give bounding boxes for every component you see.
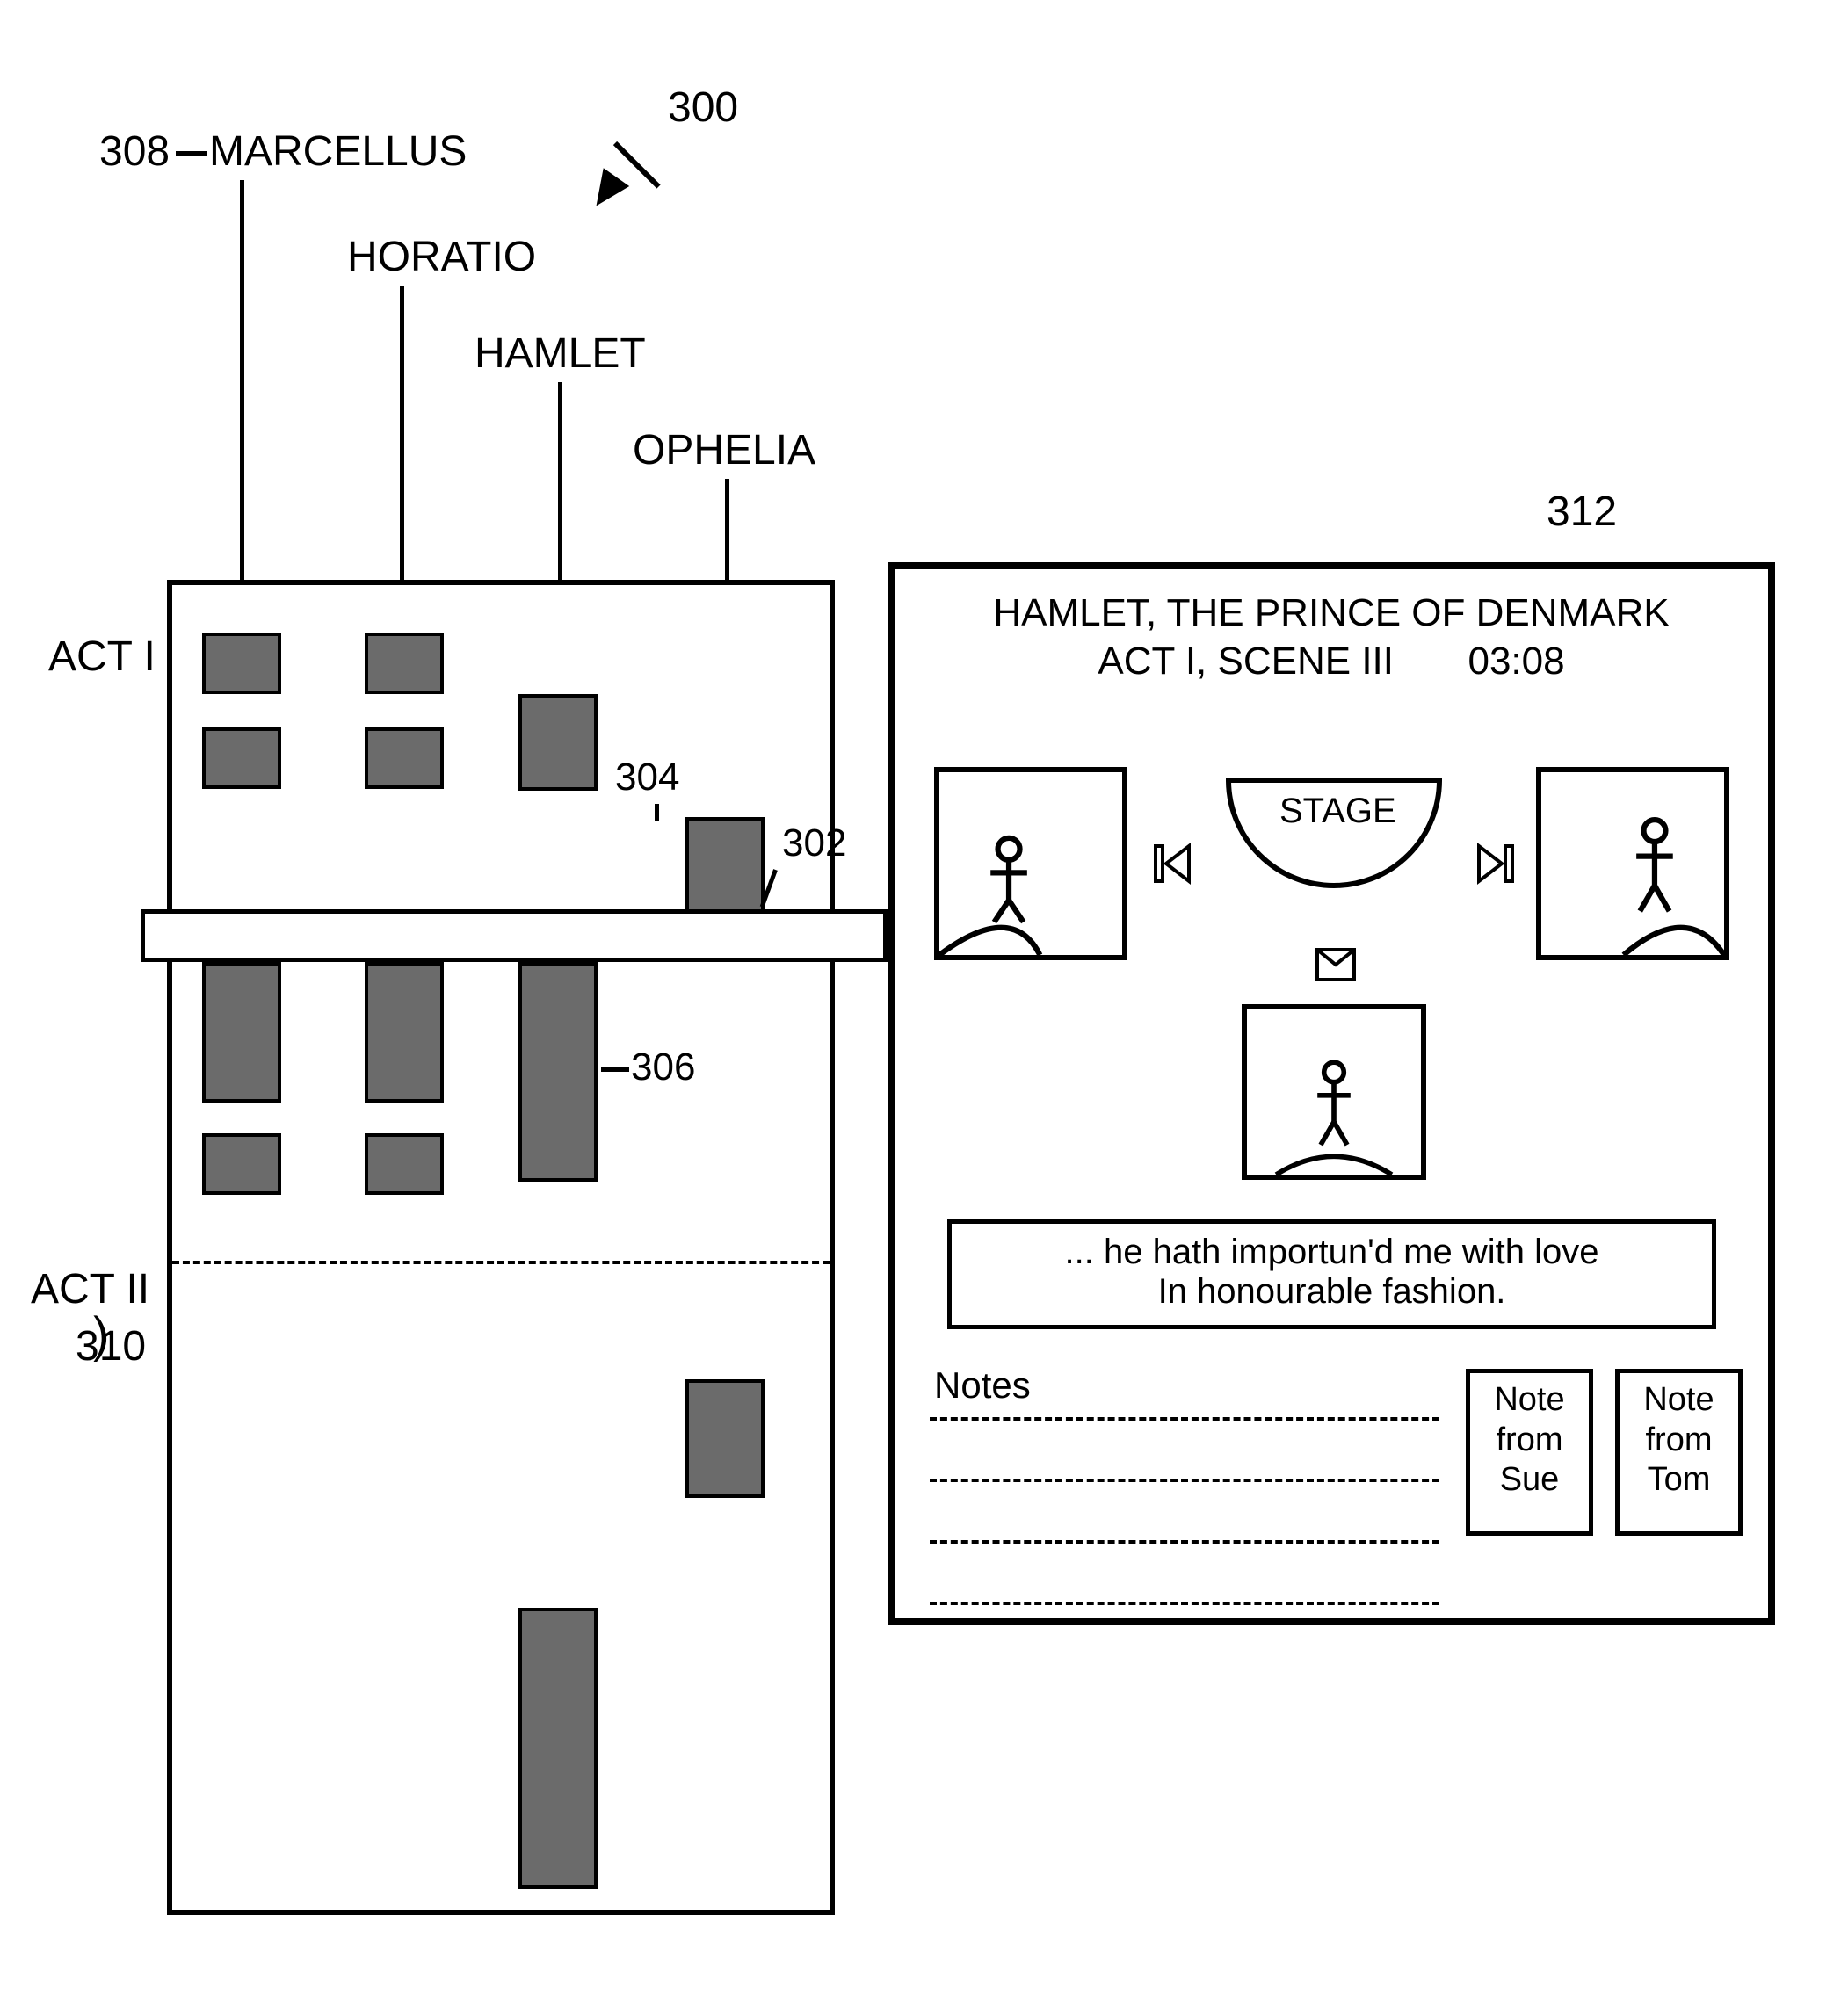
character-label-4: OPHELIA (633, 426, 815, 474)
panel-title-line1: HAMLET, THE PRINCE OF DENMARK (895, 591, 1768, 635)
ref-304-leader (655, 804, 659, 821)
stage-label: STAGE (1279, 792, 1396, 831)
character-label-3: HAMLET (475, 329, 646, 378)
character-label-2: HORATIO (347, 233, 536, 281)
clip-block[interactable] (202, 1133, 281, 1195)
act-divider (172, 1261, 830, 1264)
stage-icon (1220, 771, 1448, 894)
clip-block[interactable] (685, 1379, 765, 1498)
clip-block[interactable] (518, 1608, 598, 1889)
act-2-label: ACT II (31, 1265, 149, 1313)
video-frame-left[interactable] (934, 767, 1127, 960)
leader-c1 (240, 180, 244, 580)
panel-timecode: 03:08 (1468, 640, 1564, 683)
message-icon[interactable] (1315, 947, 1357, 982)
ref-306-leader (601, 1067, 629, 1072)
video-frame-right[interactable] (1536, 767, 1729, 960)
note2-l3: Tom (1620, 1460, 1738, 1501)
ref-308-leader (176, 151, 207, 156)
note1-l2: from (1470, 1421, 1589, 1461)
notes-line[interactable] (930, 1540, 1439, 1544)
dialogue-line2: In honourable fashion. (960, 1272, 1703, 1312)
stick-figure-icon (939, 772, 1122, 955)
act-1-label: ACT I (48, 633, 156, 681)
ref-312: 312 (1547, 488, 1617, 536)
note2-l1: Note (1620, 1380, 1738, 1421)
notes-header: Notes (934, 1364, 1031, 1407)
stick-figure-icon (1541, 772, 1724, 955)
figure-canvas: 300 MARCELLUS HORATIO HAMLET OPHELIA 308… (0, 0, 1848, 2011)
leader-c3 (558, 382, 562, 580)
clip-block[interactable] (202, 962, 281, 1103)
ref-304: 304 (615, 756, 679, 799)
ref-310: 310 (76, 1322, 146, 1371)
panel-scene-label: ACT I, SCENE III (1098, 640, 1394, 683)
leader-c2 (400, 286, 404, 580)
clip-block[interactable] (365, 727, 444, 789)
video-frame-bottom[interactable] (1242, 1004, 1426, 1180)
dialogue-line1: ... he hath importun'd me with love (960, 1233, 1703, 1272)
clip-block[interactable] (365, 633, 444, 694)
note2-l2: from (1620, 1421, 1738, 1461)
prev-button-icon[interactable] (1154, 842, 1193, 886)
notes-line[interactable] (930, 1417, 1439, 1421)
detail-panel: HAMLET, THE PRINCE OF DENMARK ACT I, SCE… (888, 562, 1775, 1625)
clip-block[interactable] (202, 633, 281, 694)
leader-c4 (725, 479, 729, 580)
notes-line[interactable] (930, 1479, 1439, 1482)
ref-300: 300 (668, 83, 738, 132)
panel-title-line2: ACT I, SCENE III 03:08 (895, 640, 1768, 684)
note1-l1: Note (1470, 1380, 1589, 1421)
dialogue-box: ... he hath importun'd me with love In h… (947, 1219, 1716, 1329)
timeline-scrubber[interactable] (141, 909, 888, 962)
note-from-tom[interactable]: Note from Tom (1615, 1369, 1743, 1536)
character-label-1: MARCELLUS (209, 127, 467, 176)
note-from-sue[interactable]: Note from Sue (1466, 1369, 1593, 1536)
clip-block[interactable] (518, 694, 598, 791)
ref-300-arrow-head (583, 168, 629, 214)
notes-line[interactable] (930, 1602, 1439, 1605)
ref-306: 306 (631, 1045, 695, 1089)
clip-block-306[interactable] (518, 962, 598, 1182)
clip-block[interactable] (202, 727, 281, 789)
ref-302: 302 (782, 821, 846, 865)
note1-l3: Sue (1470, 1460, 1589, 1501)
ref-308: 308 (99, 127, 170, 176)
clip-block[interactable] (365, 962, 444, 1103)
next-button-icon[interactable] (1475, 842, 1514, 886)
stick-figure-icon (1247, 1009, 1421, 1175)
clip-block[interactable] (365, 1133, 444, 1195)
